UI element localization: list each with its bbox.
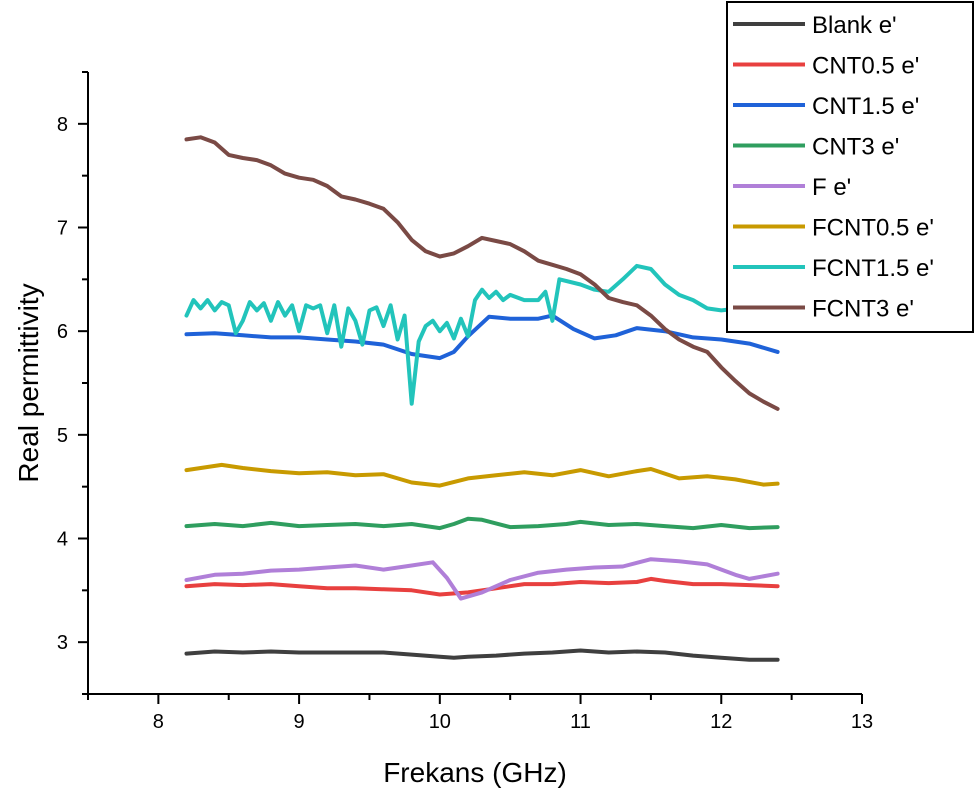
legend-box [726, 1, 974, 333]
y-tick-label: 6 [57, 321, 68, 343]
y-axis-title: Real permittivity [13, 283, 44, 482]
legend-label: F e' [812, 174, 851, 201]
x-tick-label: 11 [570, 711, 591, 733]
legend: Blank e' CNT0.5 e' CNT1.5 e' CNT3 e' F e' FCN… [726, 1, 974, 333]
x-tick-label: 13 [851, 711, 873, 733]
x-tick-label: 9 [294, 711, 305, 733]
axes: 8 9 10 11 12 13 3 4 5 6 7 8 [57, 71, 873, 733]
legend-label: CNT1.5 e' [812, 93, 919, 120]
legend-label: CNT0.5 e' [812, 53, 919, 80]
y-tick-label: 5 [57, 425, 68, 447]
series-line-7 [184, 135, 780, 411]
series-line-4 [184, 557, 780, 601]
x-tick-label: 8 [153, 711, 164, 733]
legend-label: CNT3 e' [812, 134, 899, 161]
x-tick-label: 10 [429, 711, 451, 733]
legend-label: FCNT0.5 e' [812, 215, 934, 242]
legend-label: FCNT3 e' [812, 296, 914, 323]
series-line-0 [184, 648, 780, 662]
plot-area [184, 135, 780, 662]
y-tick-label: 4 [57, 529, 68, 551]
x-tick-label: 12 [710, 711, 732, 733]
series-line-2 [184, 313, 780, 361]
y-tick-label: 3 [57, 632, 68, 654]
series-line-3 [184, 516, 780, 531]
y-tick-label: 8 [57, 114, 68, 136]
y-tick-label: 7 [57, 218, 68, 240]
legend-label: FCNT1.5 e' [812, 255, 934, 282]
series-line-5 [184, 462, 780, 488]
x-axis-title: Frekans (GHz) [383, 757, 567, 788]
legend-label: Blank e' [812, 12, 897, 39]
